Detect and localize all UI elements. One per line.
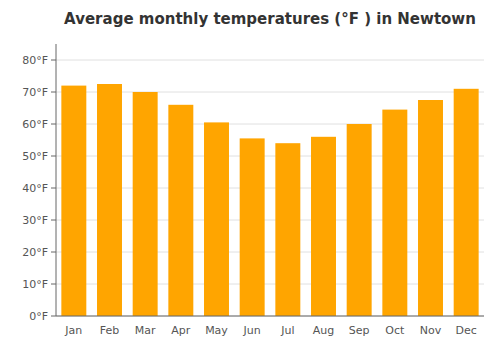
chart: Average monthly temperatures (°F ) in Ne… (0, 0, 500, 350)
bar (418, 100, 443, 316)
bar (311, 137, 336, 316)
y-tick (51, 316, 56, 317)
grid-line (56, 60, 484, 61)
y-tick-label: 30°F (22, 214, 48, 227)
y-tick (51, 252, 56, 253)
x-tick-label: Mar (135, 324, 156, 337)
bar (168, 105, 193, 316)
bar (97, 84, 122, 316)
x-tick-label: Aug (313, 324, 334, 337)
bar (347, 124, 372, 316)
y-tick-label: 80°F (22, 54, 48, 67)
x-tick-label: Oct (385, 324, 405, 337)
x-tick-label: Apr (171, 324, 191, 337)
grid-line (56, 316, 484, 317)
title: Average monthly temperatures (°F ) in Ne… (64, 10, 476, 28)
y-tick-label: 50°F (22, 150, 48, 163)
y-tick-label: 10°F (22, 278, 48, 291)
x-tick-label: Jan (64, 324, 82, 337)
grid (56, 60, 484, 316)
y-tick (51, 60, 56, 61)
bar (133, 92, 158, 316)
y-tick (51, 92, 56, 93)
y-tick-label: 70°F (22, 86, 48, 99)
y-tick (51, 220, 56, 221)
x-tick-label: Feb (100, 324, 119, 337)
x-axis (56, 316, 484, 317)
bar (204, 122, 229, 316)
x-tick-label: Nov (420, 324, 442, 337)
bars (61, 84, 478, 316)
y-tick (51, 188, 56, 189)
x-tick-label: Sep (349, 324, 370, 337)
bar (61, 86, 86, 316)
y-tick (51, 124, 56, 125)
y-tick-label: 0°F (29, 310, 48, 323)
y-tick-label: 40°F (22, 182, 48, 195)
bar (382, 110, 407, 316)
y-tick (51, 284, 56, 285)
bar (240, 138, 265, 316)
y-axis (56, 44, 57, 316)
y-tick (51, 156, 56, 157)
x-tick-label: Jun (243, 324, 261, 337)
bar (454, 89, 479, 316)
x-tick-label: May (205, 324, 228, 337)
y-tick-label: 60°F (22, 118, 48, 131)
y-tick-label: 20°F (22, 246, 48, 259)
x-tick-label: Jul (280, 324, 294, 337)
bar (275, 143, 300, 316)
x-tick-label: Dec (456, 324, 477, 337)
